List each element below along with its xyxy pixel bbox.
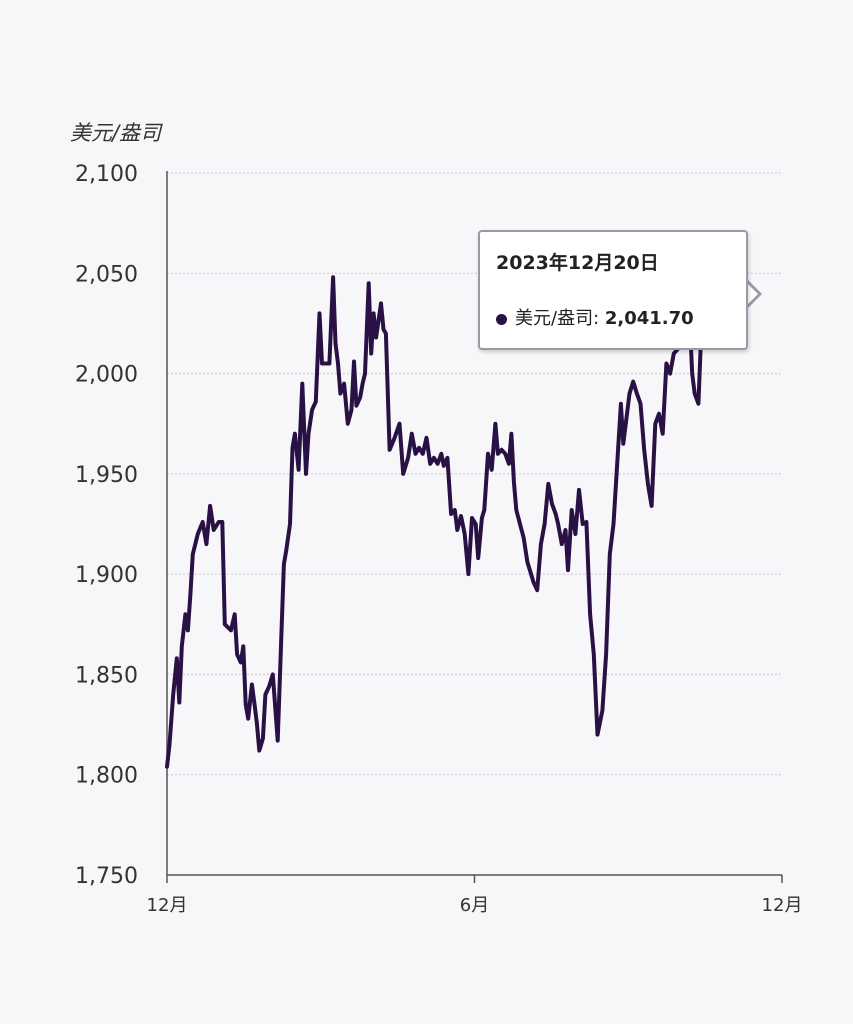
tooltip-series-label: 美元/盎司: (515, 308, 600, 329)
tooltip-date: 2023年12月20日 (496, 252, 659, 274)
tooltip-arrow-fill (746, 282, 758, 306)
series-layer (165, 275, 714, 769)
y-tick-label: 2,100 (75, 162, 138, 187)
y-tick-label: 1,750 (75, 864, 138, 889)
y-axis-ticks: 2,100 2,050 2,000 1,950 1,900 1,850 1,800 1,750 (75, 162, 138, 889)
y-axis-label: 美元/盎司 (70, 121, 163, 145)
y-tick-label: 1,900 (75, 563, 138, 588)
y-tick-label: 1,950 (75, 463, 138, 488)
y-tick-label: 1,850 (75, 663, 138, 688)
y-tick-label: 2,000 (75, 363, 138, 388)
x-axis-ticks: 12月 6月 12月 (147, 875, 803, 916)
y-tick-label: 2,050 (75, 262, 138, 287)
series-line (165, 275, 714, 769)
data-tooltip: 2023年12月20日 美元/盎司: 2,041.70 (478, 230, 748, 350)
y-tick-label: 1,800 (75, 764, 138, 789)
tooltip-value: 2,041.70 (604, 308, 694, 329)
series-dot-icon (496, 313, 507, 325)
tooltip-value-row: 美元/盎司: 2,041.70 (496, 304, 694, 330)
x-tick-label: 12月 (762, 895, 803, 916)
x-tick-label: 12月 (147, 895, 188, 916)
x-tick-label: 6月 (460, 895, 489, 916)
